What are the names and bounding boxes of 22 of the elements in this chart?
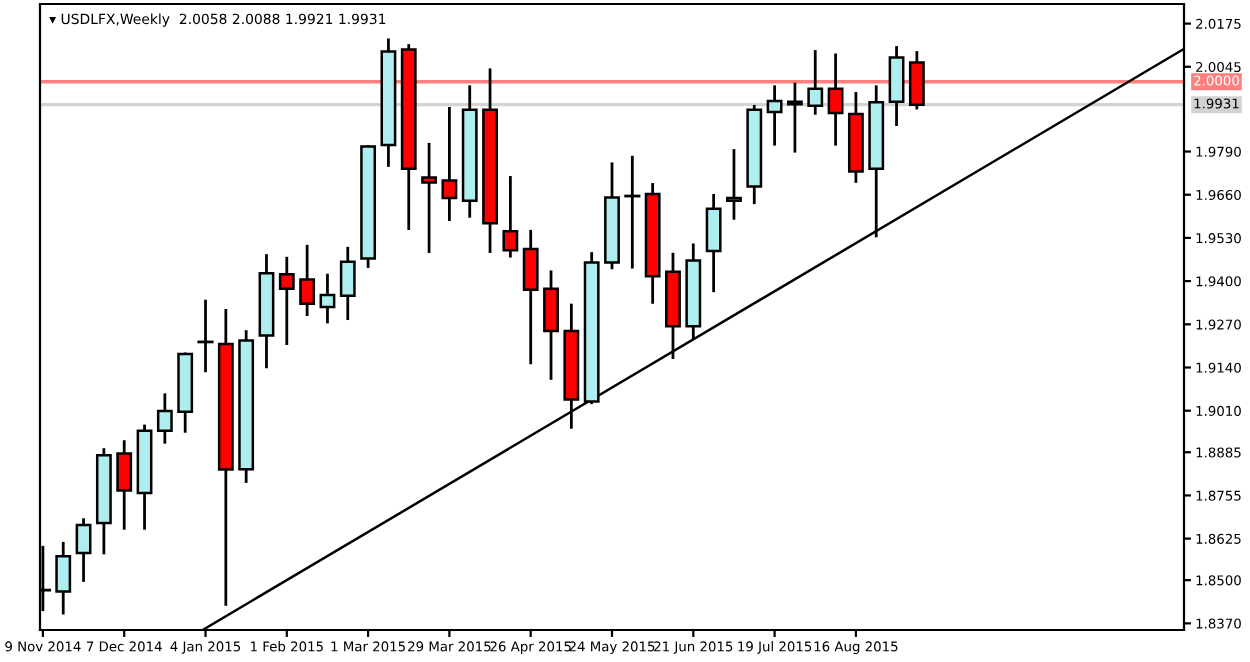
candlestick: [502, 176, 519, 258]
candlestick: [299, 244, 316, 317]
candlestick: [787, 82, 803, 153]
candlestick: [421, 142, 437, 253]
candlestick: [197, 299, 214, 373]
candlestick: [441, 106, 458, 222]
candlestick: [319, 273, 336, 324]
candlestick: [339, 246, 356, 321]
candlestick: [75, 518, 92, 582]
candlestick: [278, 256, 295, 345]
candlestick: [116, 440, 133, 530]
candlestick: [908, 51, 925, 110]
candlestick: [827, 53, 844, 146]
candlestick: [543, 270, 559, 380]
candlestick: [522, 229, 539, 365]
candlestick: [726, 149, 742, 220]
candlestick: [766, 85, 783, 146]
candlestick: [888, 46, 905, 126]
candlestick: [156, 393, 173, 444]
candlestick: [807, 50, 824, 115]
candlestick: [55, 541, 72, 615]
candlestick: [705, 194, 722, 293]
